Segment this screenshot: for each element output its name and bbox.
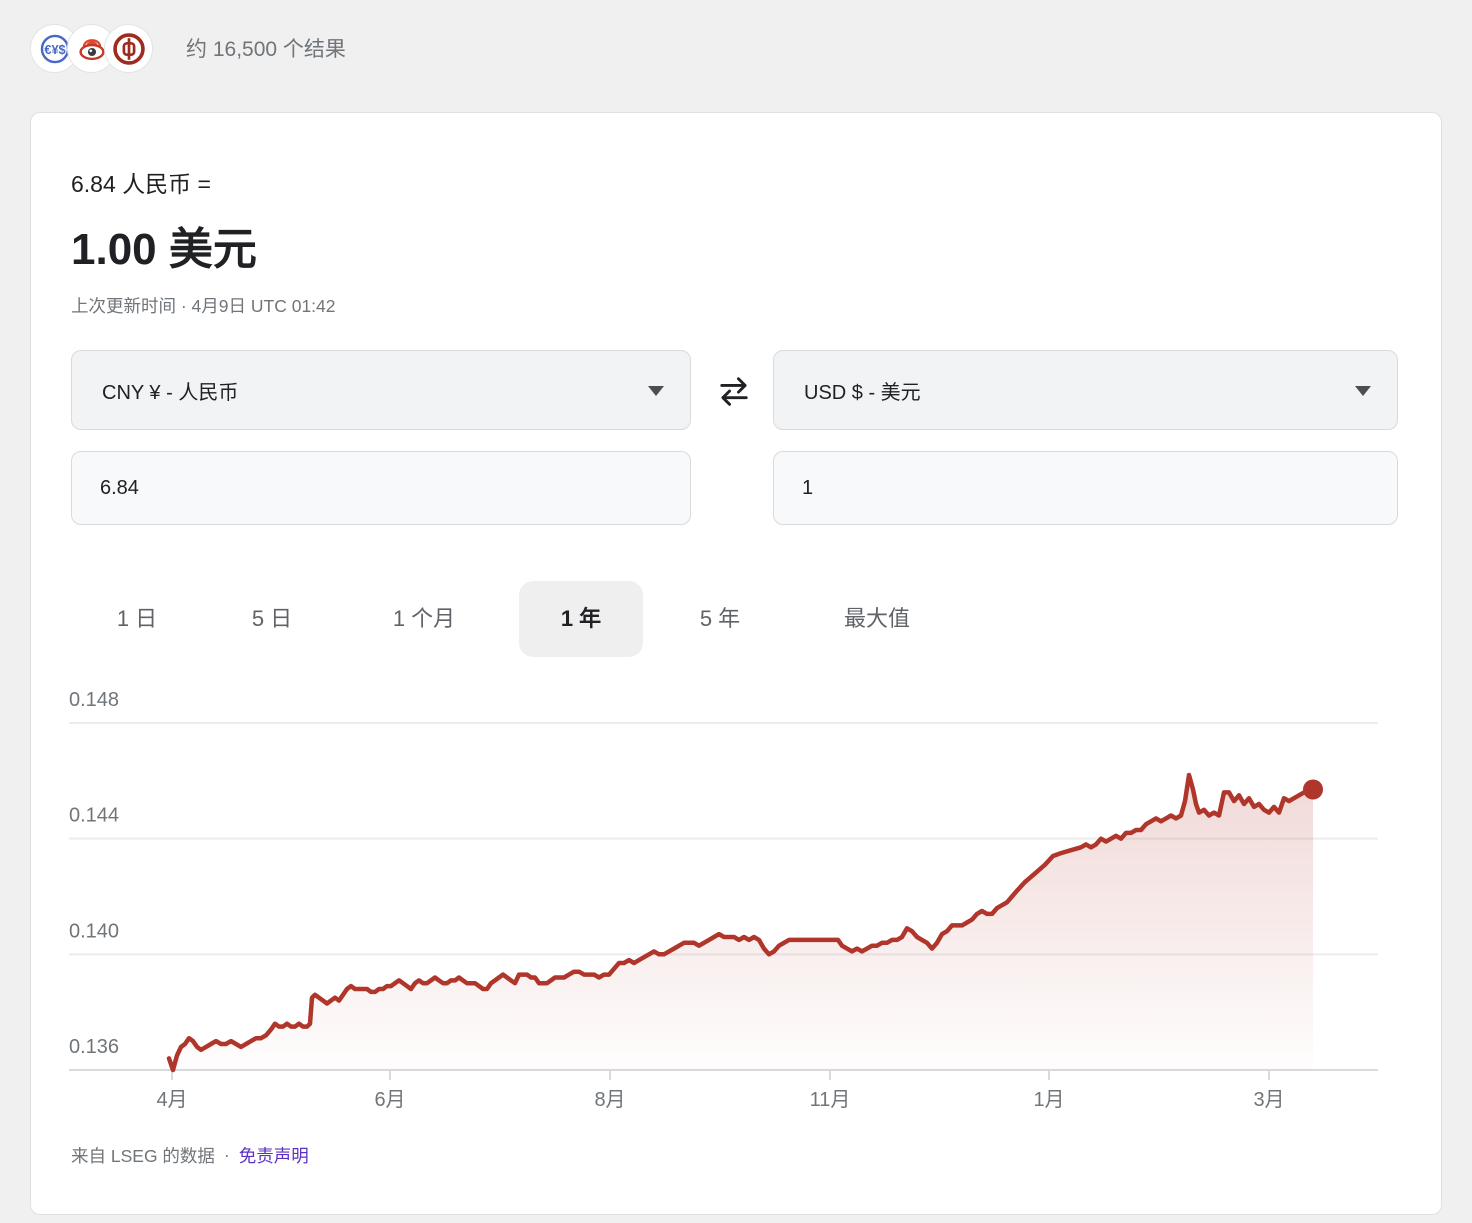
tab-1-day[interactable]: 1 日	[116, 606, 158, 631]
to-amount-input[interactable]	[773, 451, 1398, 525]
svg-text:0.148: 0.148	[69, 691, 119, 711]
tab-5-day[interactable]: 5 日	[251, 606, 293, 631]
svg-text:€¥$: €¥$	[44, 41, 65, 56]
svg-text:6月: 6月	[374, 1089, 405, 1111]
chevron-down-icon	[1355, 386, 1371, 396]
to-currency-label: USD $ - 美元	[804, 381, 921, 404]
from-currency-select[interactable]: CNY ¥ - 人民币	[71, 350, 691, 430]
disclaimer-link[interactable]: 免责声明	[238, 1146, 309, 1166]
footer-separator: ·	[223, 1145, 230, 1165]
swap-currencies-button[interactable]	[714, 371, 754, 411]
chevron-down-icon	[648, 386, 664, 396]
tab-1-month[interactable]: 1 个月	[392, 606, 456, 631]
chart-footer: 来自 LSEG 的数据 · 免责声明	[71, 1143, 309, 1168]
weibo-eye-glyph	[78, 38, 105, 60]
from-amount-heading: 6.84 人民币 =	[71, 171, 211, 197]
currency-converter-card: 6.84 人民币 = 1.00 美元 上次更新时间 · 4月9日 UTC 01:…	[30, 112, 1442, 1215]
svg-text:1月: 1月	[1033, 1089, 1064, 1111]
svg-text:0.136: 0.136	[69, 1036, 119, 1058]
to-currency-select[interactable]: USD $ - 美元	[773, 350, 1398, 430]
tab-5-year[interactable]: 5 年	[699, 606, 741, 631]
from-currency-label: CNY ¥ - 人民币	[102, 381, 239, 404]
svg-text:0.140: 0.140	[69, 920, 119, 942]
results-count: 约 16,500 个结果	[186, 38, 346, 61]
tab-max[interactable]: 最大值	[843, 606, 910, 631]
converted-amount-heading: 1.00 美元	[71, 225, 257, 274]
bank-of-china-glyph	[112, 32, 145, 65]
swap-horizontal-icon	[720, 377, 748, 406]
tab-1-year[interactable]: 1 年	[519, 581, 643, 657]
svg-text:4月: 4月	[156, 1089, 187, 1111]
svg-text:0.144: 0.144	[69, 805, 119, 827]
svg-text:11月: 11月	[810, 1089, 851, 1111]
data-source-text: 来自 LSEG 的数据	[71, 1146, 215, 1166]
svg-text:8月: 8月	[594, 1089, 625, 1111]
bank-of-china-icon[interactable]	[104, 24, 153, 73]
last-updated-text: 上次更新时间 · 4月9日 UTC 01:42	[71, 296, 336, 316]
from-amount-input[interactable]	[71, 451, 691, 525]
exchange-rate-chart[interactable]: 0.148 0.144 0.140 0.136 4月 6月 8月 11月 1月 3月	[31, 691, 1443, 1121]
svg-text:3月: 3月	[1253, 1089, 1284, 1111]
